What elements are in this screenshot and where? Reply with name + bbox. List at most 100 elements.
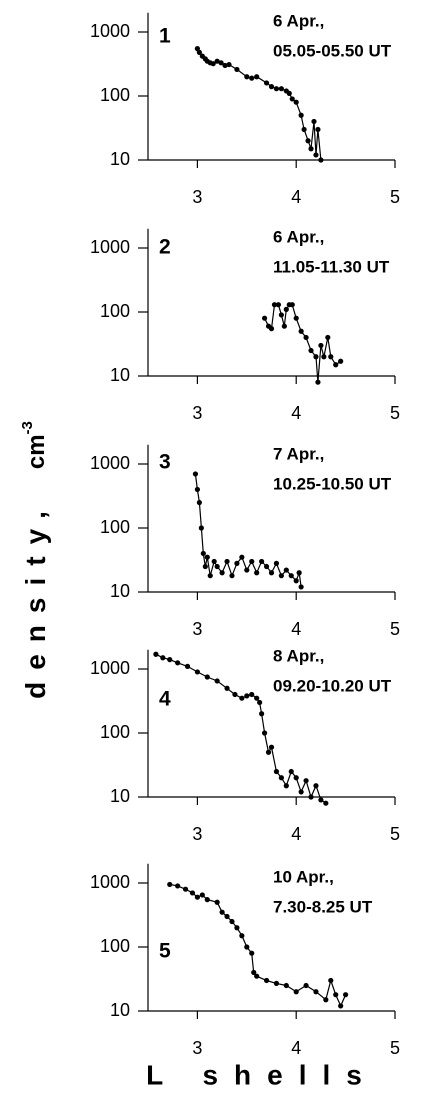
data-point bbox=[254, 74, 260, 80]
data-point bbox=[313, 989, 319, 995]
y-tick-label: 10 bbox=[110, 1000, 130, 1020]
data-point bbox=[261, 315, 268, 321]
data-point bbox=[315, 379, 321, 385]
data-point bbox=[338, 358, 344, 364]
data-point bbox=[214, 563, 220, 570]
x-tick-label: 3 bbox=[192, 1038, 202, 1058]
data-point bbox=[305, 138, 311, 144]
data-point bbox=[239, 933, 245, 939]
data-point bbox=[198, 525, 204, 531]
data-point bbox=[194, 486, 200, 493]
data-point bbox=[224, 913, 230, 920]
x-tick-label: 4 bbox=[291, 824, 301, 844]
data-point bbox=[263, 80, 270, 86]
panel-annotation: 10.25-10.50 UT bbox=[273, 474, 392, 493]
data-point bbox=[194, 894, 200, 900]
data-point bbox=[315, 126, 321, 133]
data-point bbox=[278, 86, 284, 92]
data-point bbox=[313, 783, 319, 789]
panel-number: 4 bbox=[159, 688, 171, 711]
data-point bbox=[202, 563, 208, 570]
data-point bbox=[189, 890, 196, 896]
data-point bbox=[328, 354, 334, 360]
panel-annotation: 10 Apr., bbox=[273, 867, 334, 886]
data-point bbox=[167, 881, 173, 888]
data-point bbox=[278, 573, 284, 579]
data-point bbox=[211, 558, 217, 565]
data-point bbox=[288, 573, 294, 579]
data-point bbox=[273, 86, 280, 92]
panel-annotation: 8 Apr., bbox=[273, 646, 324, 665]
data-point bbox=[273, 560, 280, 566]
data-point bbox=[210, 61, 216, 67]
data-point bbox=[204, 554, 210, 560]
data-point bbox=[261, 730, 268, 736]
data-point bbox=[325, 334, 331, 341]
data-point bbox=[313, 354, 319, 360]
panel-number: 3 bbox=[159, 451, 171, 474]
data-point bbox=[303, 982, 309, 989]
data-point bbox=[311, 118, 317, 125]
data-point bbox=[268, 84, 275, 90]
data-point bbox=[289, 302, 295, 308]
data-point bbox=[263, 977, 270, 984]
data-point bbox=[308, 146, 314, 152]
y-label-text: density, bbox=[20, 499, 51, 699]
data-point bbox=[293, 989, 299, 995]
data-point bbox=[283, 306, 289, 312]
data-point bbox=[298, 112, 304, 118]
data-point bbox=[318, 157, 324, 163]
y-tick-label: 100 bbox=[100, 722, 130, 742]
data-point bbox=[182, 886, 189, 892]
x-tick-label: 4 bbox=[291, 403, 301, 423]
data-point bbox=[298, 789, 304, 795]
data-point bbox=[175, 660, 181, 666]
data-point bbox=[301, 126, 307, 133]
data-point bbox=[283, 567, 289, 573]
y-tick-label: 1000 bbox=[90, 658, 130, 678]
data-point bbox=[222, 62, 228, 69]
data-point bbox=[323, 800, 329, 806]
data-point bbox=[192, 471, 199, 477]
panel-annotation: 6 Apr., bbox=[273, 227, 324, 246]
data-point bbox=[259, 711, 265, 717]
data-point bbox=[296, 570, 302, 576]
data-point bbox=[298, 584, 304, 590]
data-point bbox=[289, 96, 295, 102]
x-tick-label: 5 bbox=[390, 187, 400, 207]
y-tick-label: 10 bbox=[110, 365, 130, 385]
data-point bbox=[229, 573, 235, 579]
y-unit-exp: -3 bbox=[19, 421, 36, 434]
data-point bbox=[293, 775, 299, 781]
data-point bbox=[268, 326, 275, 332]
x-tick-label: 3 bbox=[192, 824, 202, 844]
x-tick-label: 3 bbox=[192, 187, 202, 207]
data-point bbox=[184, 663, 191, 669]
x-tick-label: 5 bbox=[390, 1038, 400, 1058]
data-point bbox=[249, 75, 255, 81]
data-point bbox=[249, 691, 255, 698]
data-point bbox=[273, 980, 280, 986]
data-point bbox=[259, 558, 265, 565]
data-point bbox=[257, 699, 263, 706]
data-point bbox=[244, 693, 250, 699]
x-tick-label: 5 bbox=[390, 824, 400, 844]
data-point bbox=[204, 674, 210, 680]
data-point bbox=[268, 570, 275, 576]
data-point bbox=[229, 918, 235, 925]
x-tick-label: 4 bbox=[291, 187, 301, 207]
data-point bbox=[196, 49, 202, 56]
panel-annotation: 7.30-8.25 UT bbox=[273, 897, 373, 916]
data-line bbox=[194, 473, 302, 587]
data-point bbox=[244, 567, 250, 573]
data-point bbox=[196, 499, 202, 506]
data-point bbox=[207, 573, 213, 579]
data-point bbox=[249, 950, 255, 956]
y-tick-label: 10 bbox=[110, 786, 130, 806]
data-point bbox=[232, 691, 238, 698]
data-point bbox=[153, 651, 159, 657]
panel-annotation: 09.20-10.20 UT bbox=[273, 676, 392, 695]
data-point bbox=[254, 973, 260, 979]
data-point bbox=[214, 899, 220, 905]
